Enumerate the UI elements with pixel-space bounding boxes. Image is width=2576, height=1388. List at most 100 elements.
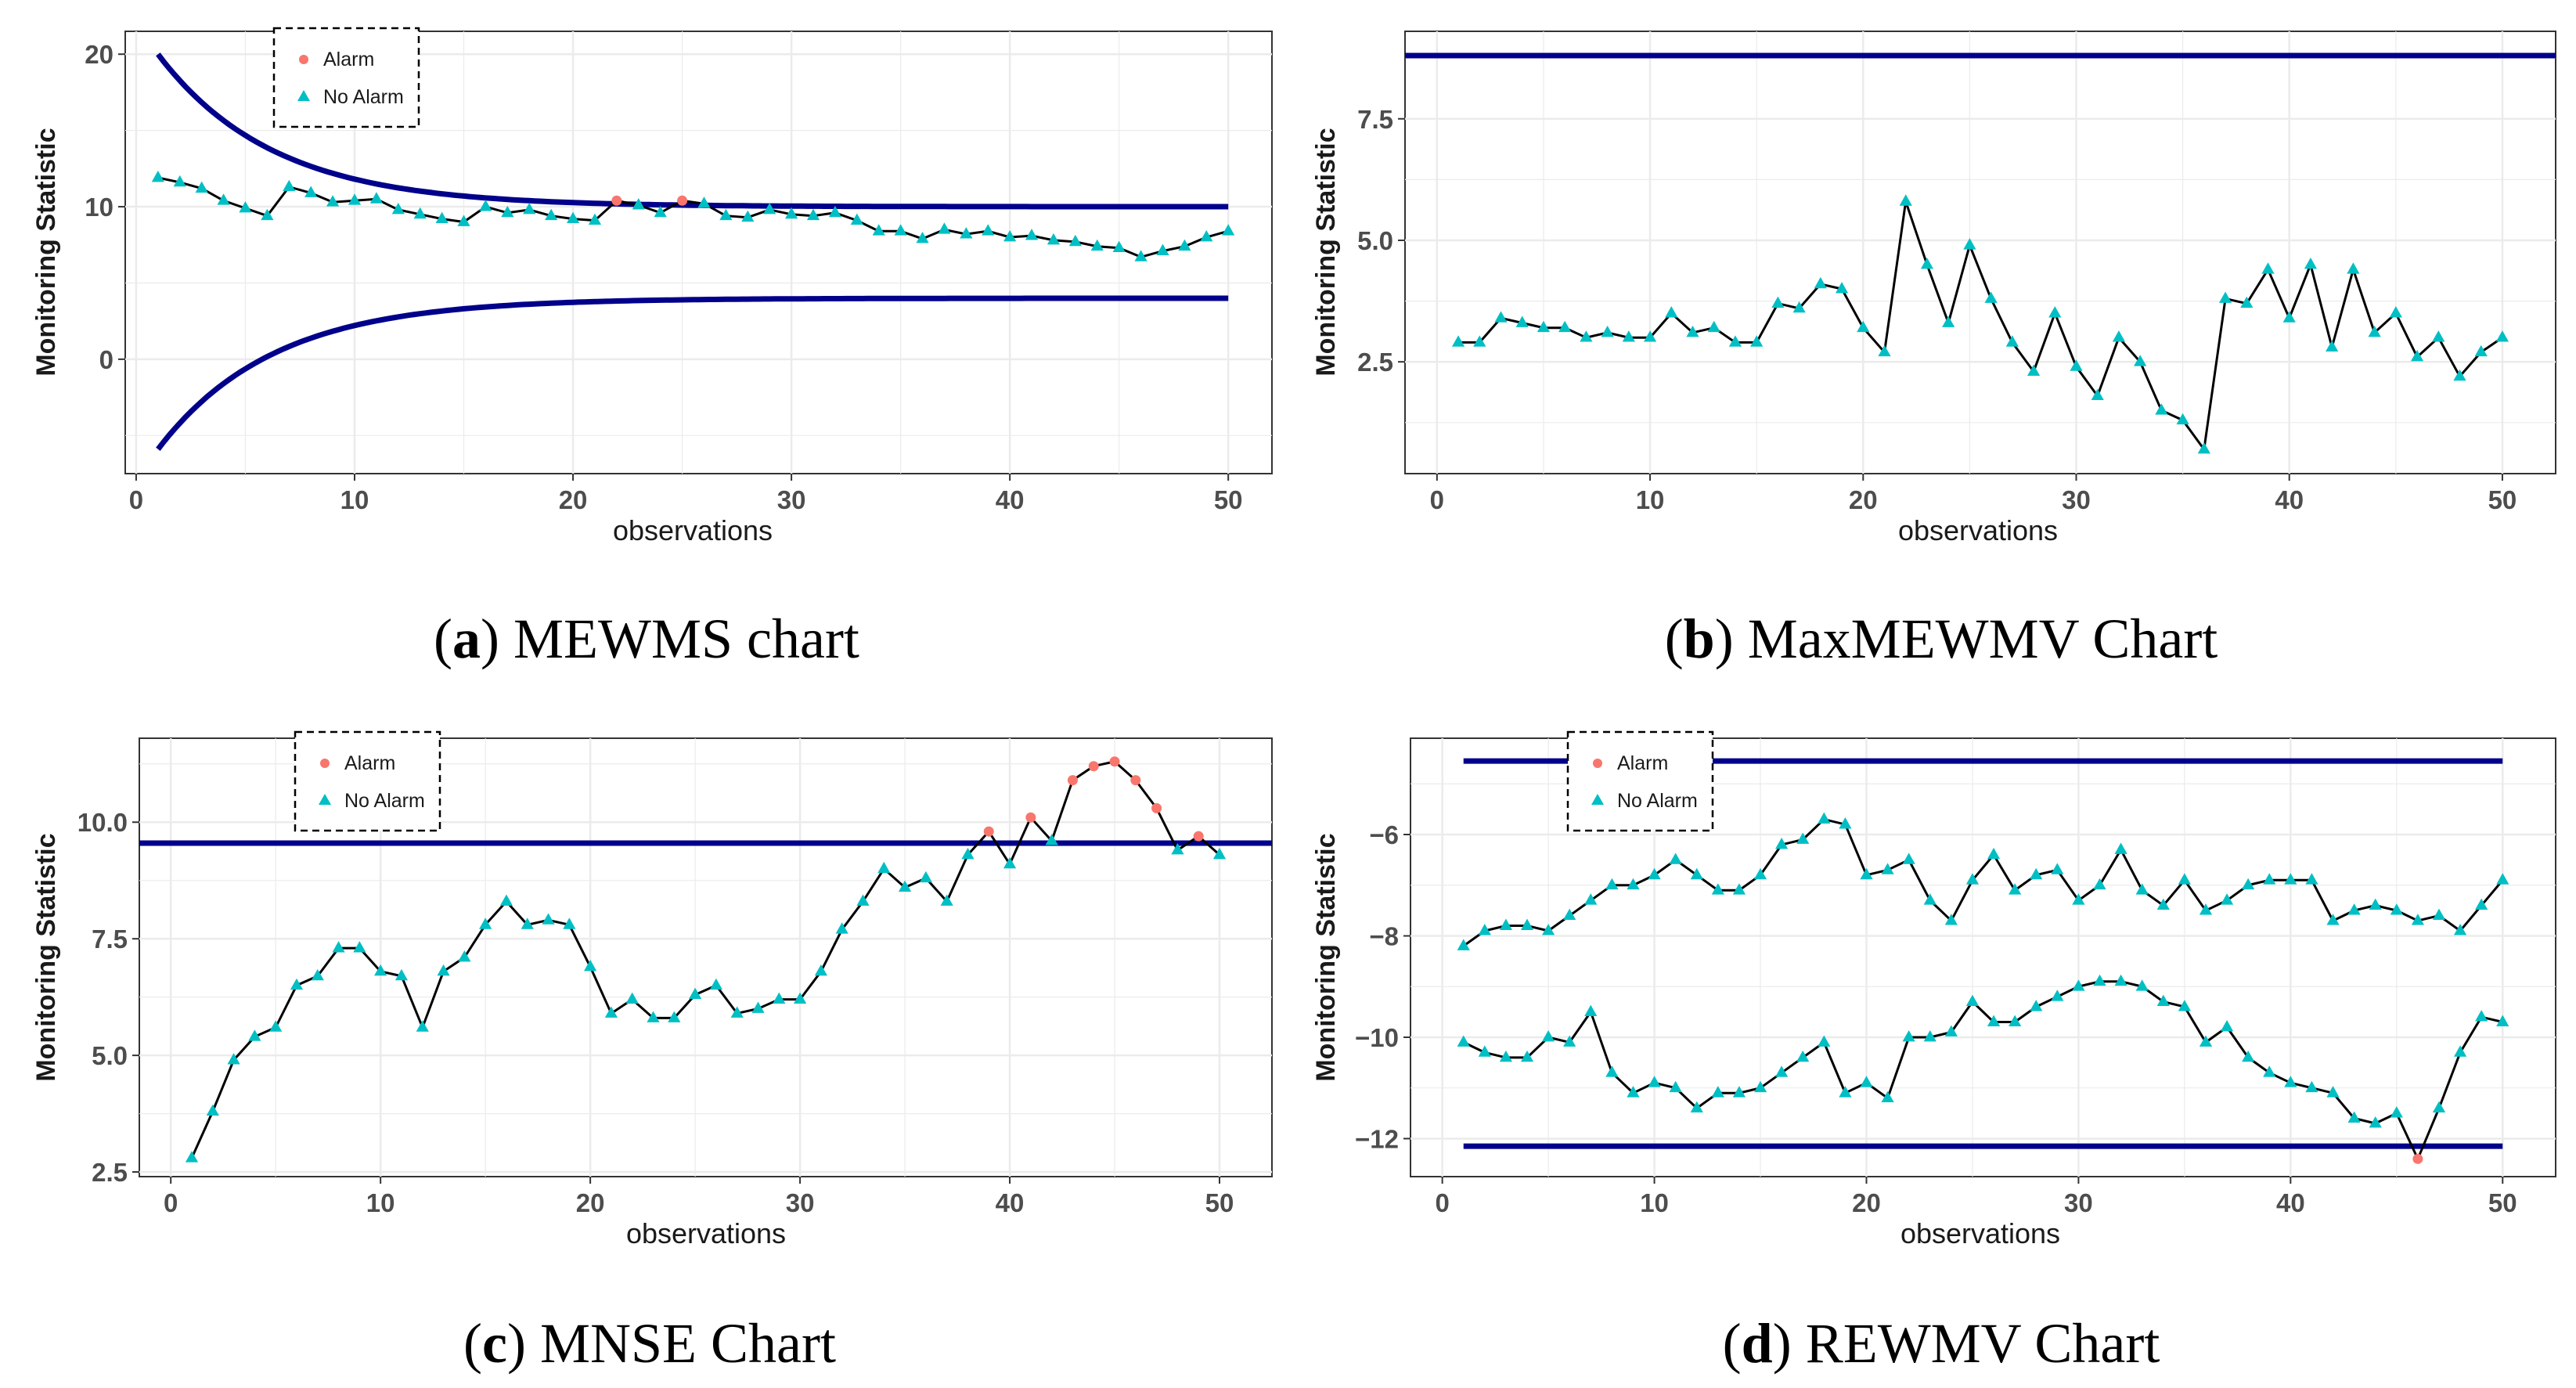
legend-c: Alarm No Alarm <box>294 730 441 832</box>
no-alarm-point <box>1134 250 1147 261</box>
x-tick-label: 10 <box>340 485 369 514</box>
no-alarm-point <box>1520 1050 1534 1062</box>
no-alarm-point <box>2284 873 2297 885</box>
no-alarm-point <box>2051 863 2064 874</box>
no-alarm-point <box>1045 834 1058 845</box>
no-alarm-point <box>195 181 208 193</box>
control-limit-curve <box>156 52 1229 210</box>
alarm-point <box>1193 831 1204 842</box>
no-alarm-point <box>2072 893 2085 905</box>
no-alarm-point <box>1563 908 1576 920</box>
no-alarm-point <box>1771 296 1785 308</box>
x-tick-label: 50 <box>1205 1188 1234 1217</box>
no-alarm-point <box>2135 979 2149 991</box>
control-limit-curve <box>156 295 1229 451</box>
no-alarm-point <box>521 918 534 929</box>
no-alarm-point <box>566 211 580 224</box>
legend-a: Alarm No Alarm <box>272 27 420 128</box>
caption-a: (a) MEWMS chart <box>434 607 859 670</box>
legend-alarm-marker <box>299 55 308 64</box>
no-alarm-point <box>1648 1076 1661 1087</box>
no-alarm-point <box>2009 883 2022 895</box>
no-alarm-point <box>1923 893 1937 905</box>
no-alarm-point <box>850 213 863 225</box>
alarm-point <box>1109 756 1120 767</box>
no-alarm-point <box>304 186 318 197</box>
no-alarm-point <box>2051 990 2064 1001</box>
alarm-point <box>1067 775 1078 786</box>
no-alarm-point <box>1584 893 1598 905</box>
legend-alarm-marker <box>1593 759 1602 768</box>
no-alarm-point <box>960 227 973 239</box>
alarm-point <box>1025 812 1036 823</box>
x-tick-label: 40 <box>996 485 1025 514</box>
no-alarm-point <box>2093 974 2106 986</box>
no-alarm-point <box>290 978 304 990</box>
no-alarm-point <box>1200 230 1213 242</box>
legend-no-alarm-label: No Alarm <box>323 86 404 108</box>
no-alarm-point <box>1451 335 1465 347</box>
caption-letter-c: c <box>482 1312 507 1375</box>
no-alarm-point <box>2453 1045 2467 1057</box>
no-alarm-point <box>2178 873 2191 885</box>
no-alarm-point <box>814 964 827 976</box>
no-alarm-point <box>2390 1106 2403 1118</box>
x-tick-label: 40 <box>996 1188 1025 1217</box>
no-alarm-point <box>151 171 164 182</box>
no-alarm-point <box>2114 842 2127 854</box>
y-tick-label: −12 <box>1355 1124 1399 1153</box>
no-alarm-point <box>1942 315 1955 327</box>
no-alarm-point <box>479 200 492 211</box>
alarm-point <box>1088 761 1099 772</box>
no-alarm-point <box>1814 276 1827 289</box>
no-alarm-point <box>501 205 514 218</box>
no-alarm-point <box>625 992 639 1004</box>
no-alarm-point <box>1944 1025 1958 1036</box>
no-alarm-point <box>1728 335 1742 347</box>
no-alarm-point <box>751 1001 765 1013</box>
no-alarm-point <box>1690 867 1703 880</box>
no-alarm-point <box>2475 1010 2488 1022</box>
alarm-point <box>1151 802 1162 813</box>
no-alarm-point <box>2134 355 2147 366</box>
no-alarm-point <box>1902 1029 1915 1042</box>
no-alarm-point <box>1881 1091 1894 1103</box>
no-alarm-point <box>1818 812 1831 824</box>
panel-a: 0 10 20 30 40 50 0 10 20 Monitoring Statistic ob… <box>31 27 1273 670</box>
no-alarm-point <box>784 207 798 219</box>
no-alarm-point <box>2284 1076 2297 1087</box>
no-alarm-point <box>1068 234 1082 247</box>
no-alarm-point <box>2176 413 2189 425</box>
no-alarm-point <box>806 208 820 221</box>
y-tick-label: 20 <box>85 40 113 69</box>
y-tick-label: −6 <box>1369 820 1399 849</box>
no-alarm-point <box>1542 1029 1555 1042</box>
legend-no-alarm-marker <box>297 90 310 101</box>
no-alarm-point <box>2240 296 2254 308</box>
no-alarm-point <box>1537 320 1551 333</box>
no-alarm-point <box>395 968 409 981</box>
no-alarm-point <box>1627 1086 1640 1098</box>
no-alarm-point <box>835 922 848 934</box>
no-alarm-point <box>1792 301 1806 313</box>
no-alarm-point <box>2263 873 2276 885</box>
caption-letter-d: d <box>1742 1312 1773 1375</box>
no-alarm-point <box>269 1020 283 1032</box>
no-alarm-point <box>185 1151 199 1163</box>
no-alarm-point <box>1860 1076 1873 1087</box>
x-tick-label: 50 <box>2488 1188 2517 1217</box>
legend-no-alarm-marker <box>1591 794 1604 805</box>
no-alarm-point <box>1881 863 1894 874</box>
no-alarm-point <box>1563 1035 1576 1047</box>
no-alarm-point <box>1690 1101 1703 1113</box>
no-alarm-point <box>919 871 932 883</box>
no-alarm-point <box>1669 853 1682 864</box>
no-alarm-point <box>458 950 471 962</box>
no-alarm-point <box>604 1006 618 1018</box>
no-alarm-point <box>632 198 645 210</box>
no-alarm-point <box>1987 847 2001 860</box>
no-alarm-point <box>2326 914 2340 925</box>
no-alarm-point <box>2242 878 2255 890</box>
no-alarm-point <box>353 941 366 953</box>
